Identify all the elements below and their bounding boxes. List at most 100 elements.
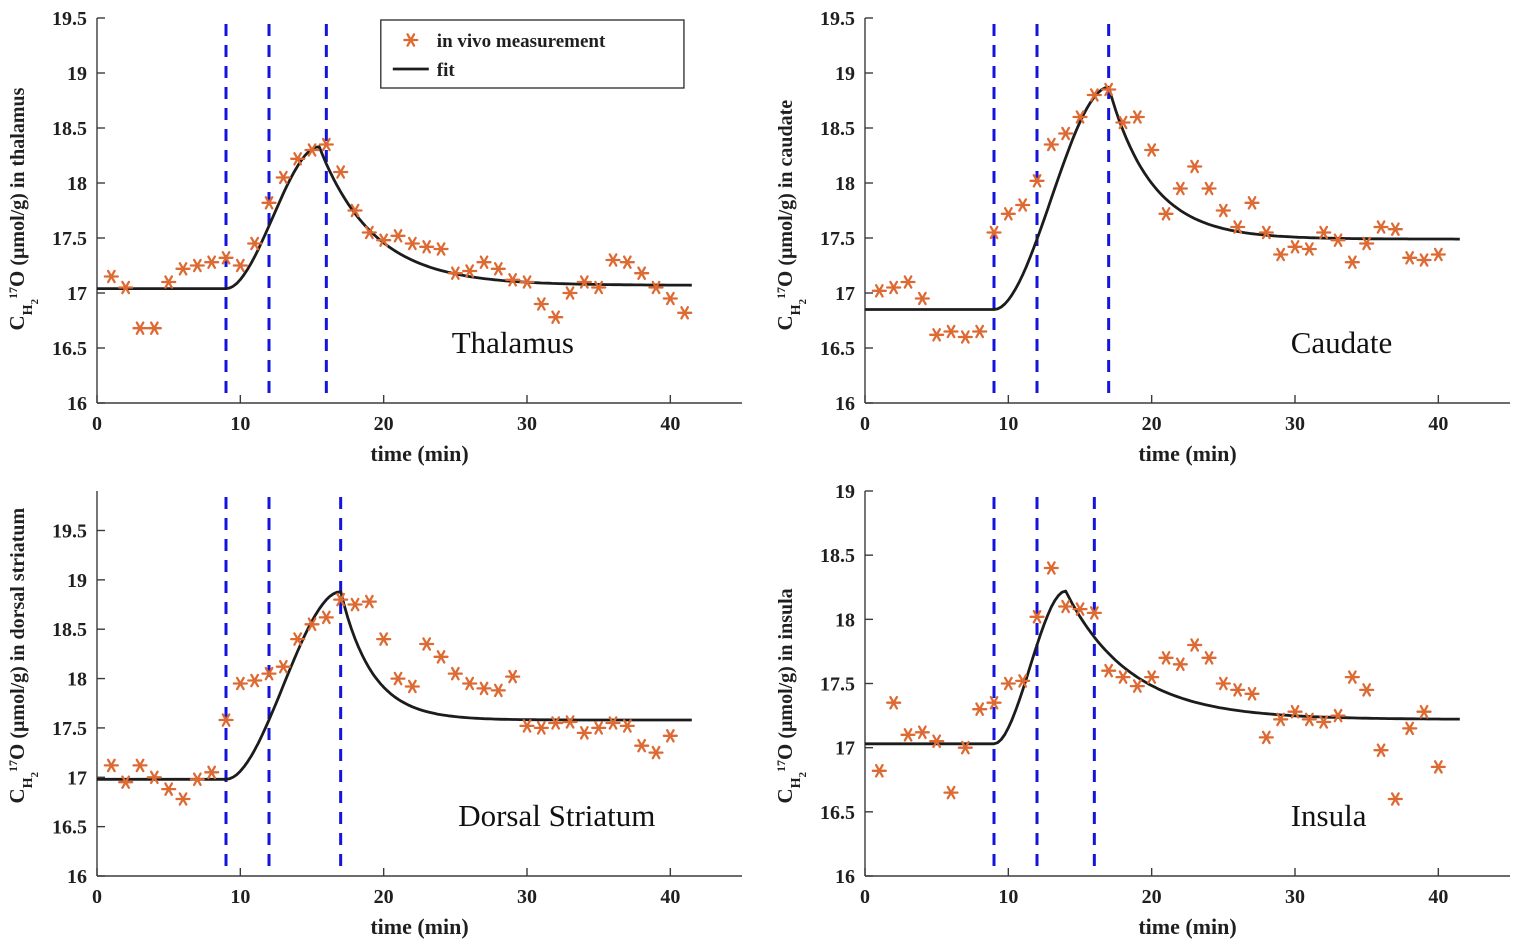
measurement-marker [1301,242,1317,256]
measurement-marker [1373,743,1389,758]
measurement-marker [1101,82,1117,97]
measurement-marker [1330,708,1346,723]
measurement-marker [404,236,420,251]
measurement-marker [476,681,492,696]
fit-line [97,590,692,781]
measurement-marker [662,729,678,743]
y-axis-label: CH217O (μmol/g) in insula [773,588,809,803]
x-axis-label: time (min) [1138,441,1236,466]
measurement-marker [1172,657,1188,672]
y-tick-label: 18 [835,173,855,195]
measurement-marker [662,291,678,306]
measurement-marker [161,782,177,796]
x-tick-label: 30 [517,886,537,908]
measurement-marker [576,275,592,289]
measurement-marker [1387,222,1403,236]
measurement-marker [605,716,621,730]
scatter-series [871,82,1446,344]
y-tick-label: 18 [67,173,87,195]
fit-line [865,589,1460,746]
measurement-marker [1058,599,1074,614]
measurement-marker [1072,602,1088,616]
measurement-marker [519,719,535,733]
measurement-marker [1316,225,1332,240]
chart-cell-caudate: 0 10 20 30 40 16 16.5 17 17.5 18 18.5 19 19.5 Caudate… [768,0,1537,473]
measurement-marker [247,673,263,688]
x-tick-label: 0 [92,413,102,435]
measurement-marker [462,264,478,278]
y-tick-label: 16 [67,393,87,415]
measurement-marker [591,280,607,295]
x-tick-label: 20 [374,413,394,435]
y-tick-label: 17.5 [820,674,855,696]
measurement-marker [404,679,420,694]
legend-label-fit: fit [437,60,456,81]
y-axis-label: CH217O (μmol/g) in caudate [773,100,809,331]
measurement-marker [146,770,162,785]
measurement-marker [447,666,463,681]
measurement-marker [333,165,349,179]
measurement-marker [419,637,435,651]
measurement-marker [275,659,291,674]
y-tick-label: 18.5 [52,118,87,140]
y-tick-label: 19 [835,481,855,503]
measurement-marker [462,676,478,691]
measurement-marker [1273,712,1289,727]
y-tick-label: 17 [835,283,855,305]
chart-cell-dorsal-striatum: 0 10 20 30 40 16 16.5 17 17.5 18 18.5 19 19.5 Dorsal … [0,473,768,947]
measurement-marker [1029,609,1045,624]
scatter-series [103,137,693,335]
measurement-marker [232,258,248,273]
measurement-marker [304,617,320,632]
measurement-marker [957,330,973,344]
x-tick-label: 0 [92,886,102,908]
measurement-marker [447,266,463,280]
x-tick-label: 30 [517,413,537,435]
y-tick-label: 18.5 [820,118,855,140]
y-axis-label: CH217O (μmol/g) in thalamus [5,87,41,330]
measurement-marker [1316,715,1332,729]
y-tick-label: 19 [67,570,87,592]
measurement-marker [943,324,959,339]
measurement-marker [390,671,406,686]
measurement-marker [1402,251,1418,265]
measurement-marker [347,203,363,218]
x-tick-label: 10 [998,886,1018,908]
measurement-marker [1273,247,1289,262]
fit-line [97,145,692,290]
measurement-marker [1144,143,1160,157]
x-tick-label: 10 [230,886,250,908]
measurement-marker [275,170,291,185]
legend-label-measurement: in vivo measurement [437,31,606,52]
measurement-marker [1287,240,1303,254]
measurement-marker [562,286,578,300]
y-tick-label: 16 [835,393,855,415]
chart-dorsal-striatum: 0 10 20 30 40 16 16.5 17 17.5 18 18.5 19 19.5 Dorsal … [5,491,742,939]
measurement-marker [1416,704,1432,719]
measurement-marker [1201,181,1217,196]
measurement-marker [986,695,1002,710]
measurement-marker [1000,676,1016,691]
measurement-marker [1373,220,1389,234]
measurement-marker [634,266,650,280]
measurement-marker [232,676,248,691]
chart-caudate: 0 10 20 30 40 16 16.5 17 17.5 18 18.5 19 19.5 Caudate… [773,8,1510,466]
measurement-marker [103,269,119,284]
measurement-marker [914,725,930,740]
measurement-marker [1244,196,1260,210]
measurement-marker [390,229,406,243]
x-tick-label: 0 [860,413,870,435]
measurement-marker [519,275,535,289]
x-axis-label: time (min) [370,441,468,466]
measurement-marker [1129,679,1145,693]
measurement-marker [548,716,564,730]
measurement-marker [146,321,162,335]
region-label: Dorsal Striatum [458,798,655,833]
measurement-marker [1258,225,1274,240]
measurement-marker [1215,676,1231,691]
measurement-marker [677,306,693,320]
measurement-marker [562,715,578,729]
region-label: Thalamus [452,325,574,360]
x-axis-label: time (min) [370,914,468,939]
